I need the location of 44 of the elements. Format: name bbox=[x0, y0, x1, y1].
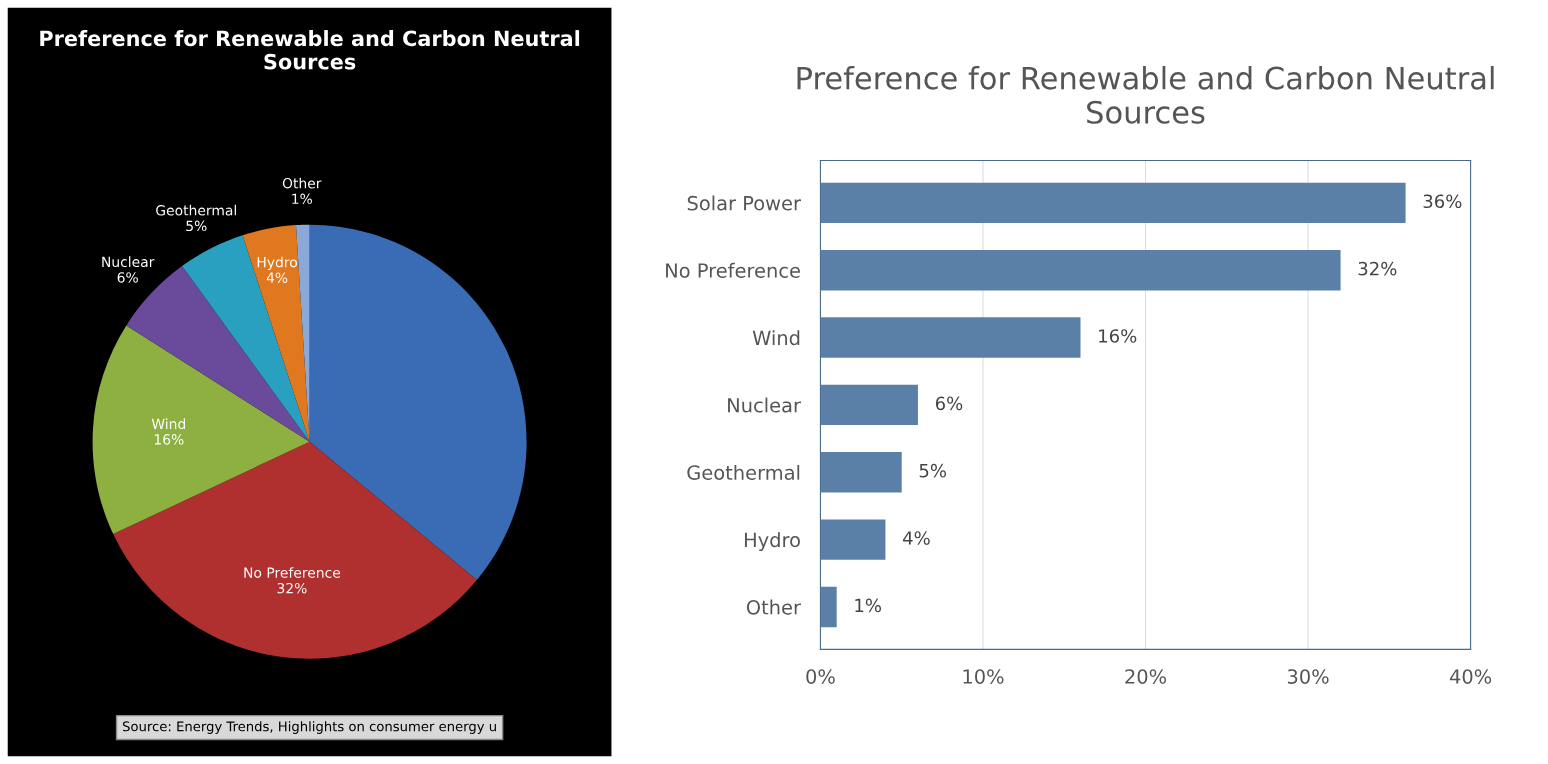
data-label: 1% bbox=[855, 598, 882, 613]
y-tick-label: Geothermal bbox=[687, 464, 800, 480]
bar bbox=[820, 384, 918, 426]
pie-slice bbox=[92, 325, 310, 535]
slice-label: Hydro bbox=[257, 256, 297, 271]
slice-label: Wind bbox=[151, 418, 185, 430]
bar bbox=[820, 182, 1406, 224]
y-tick-label: No Preference bbox=[666, 262, 800, 278]
x-tick-label: 40% bbox=[1449, 669, 1492, 684]
slice-label: No Preference bbox=[244, 567, 341, 578]
y-tick-label: Hydro bbox=[744, 532, 800, 552]
slice-label: Geothermal bbox=[156, 204, 236, 216]
bar bbox=[820, 250, 1341, 291]
data-label: 32% bbox=[277, 582, 307, 594]
x-tick-label: 30% bbox=[1287, 669, 1329, 684]
slice-label: Other bbox=[282, 177, 322, 189]
data-label: 16% bbox=[1099, 329, 1137, 343]
data-label: 5% bbox=[919, 463, 947, 478]
bar bbox=[820, 519, 886, 560]
chart-title: Preference for Renewable and Carbon Neutral Sources bbox=[40, 30, 580, 70]
x-tick-label: 0% bbox=[806, 669, 835, 684]
data-label: 5% bbox=[186, 220, 207, 232]
data-label: 16% bbox=[154, 434, 184, 445]
chart-title: Preference for Renewable and Carbon Neutral Sources bbox=[797, 65, 1494, 124]
pie-slice bbox=[242, 225, 310, 442]
data-label: 4% bbox=[903, 531, 930, 545]
x-tick-label: 20% bbox=[1125, 669, 1167, 684]
data-label: 6% bbox=[935, 396, 963, 411]
y-tick-label: Wind bbox=[752, 330, 800, 346]
pie-slice bbox=[295, 224, 310, 442]
slice-label: Nuclear bbox=[102, 256, 155, 268]
data-label: 36% bbox=[1423, 194, 1462, 209]
bar bbox=[820, 452, 902, 493]
y-tick-label: Other bbox=[746, 599, 801, 615]
y-tick-label: Nuclear bbox=[728, 397, 801, 413]
data-label: 32% bbox=[1358, 261, 1397, 276]
data-label: 4% bbox=[266, 272, 288, 283]
bar bbox=[820, 586, 837, 628]
y-tick-label: Solar Power bbox=[687, 195, 801, 211]
bar bbox=[820, 317, 1081, 358]
source-note: Source: Energy Trends, Highlights on consumer energy u bbox=[122, 721, 496, 734]
x-tick-label: 10% bbox=[963, 669, 1004, 684]
data-label: 6% bbox=[117, 272, 138, 283]
data-label: 1% bbox=[292, 193, 313, 205]
